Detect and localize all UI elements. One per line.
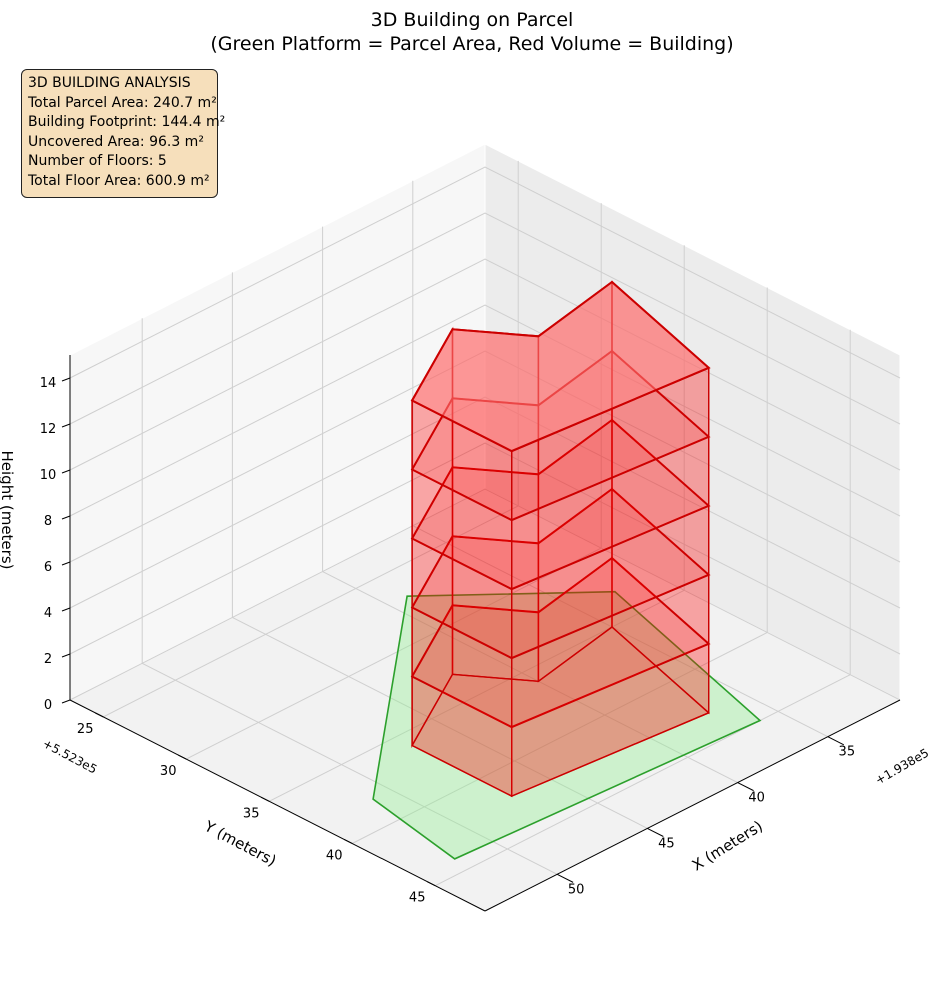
- x-tick: [647, 827, 664, 837]
- z-tick: [61, 423, 71, 428]
- y-tick: [343, 839, 353, 844]
- x-tick: [737, 782, 754, 792]
- y-tick: [177, 754, 187, 760]
- analysis-info-box: 3D BUILDING ANALYSIS Total Parcel Area: …: [21, 69, 226, 198]
- info-total-floor-area: Total Floor Area: 600.9 m²: [28, 172, 210, 189]
- building-roof: [410, 280, 711, 453]
- info-heading: 3D BUILDING ANALYSIS: [28, 75, 191, 91]
- info-number-of-floors: Number of Floors: 5: [28, 153, 167, 170]
- x-tick-label: 45: [658, 836, 675, 851]
- x-tick: [827, 736, 845, 746]
- x-tick-label: 50: [568, 882, 585, 897]
- z-tick: [61, 561, 71, 566]
- x-offset-label: +1.938e5: [873, 746, 931, 788]
- y-tick-label: 30: [160, 764, 177, 779]
- z-tick: [61, 377, 71, 382]
- y-tick-label: 45: [409, 891, 426, 906]
- z-tick-label: 10: [40, 468, 57, 483]
- z-grid-line: [69, 442, 901, 655]
- y-tick-label: 35: [243, 806, 260, 821]
- y-tick-label: 40: [326, 848, 343, 863]
- y-tick-label: 25: [77, 722, 94, 737]
- info-uncovered-area: Uncovered Area: 96.3 m²: [28, 133, 204, 150]
- z-grid-line: [69, 258, 901, 471]
- x-tick-label: 40: [748, 791, 765, 806]
- tick-labels: 35 40 45 50 25 30 35 40 45 0 2 4 6 8 10 12 14: [40, 376, 855, 906]
- chart-subtitle: (Green Platform = Parcel Area, Red Volum…: [210, 33, 733, 55]
- x-axis-line: [484, 699, 901, 912]
- x-tick: [556, 873, 574, 883]
- parcel-platform: [372, 590, 762, 860]
- z-tick-label: 6: [44, 560, 52, 575]
- z-tick: [61, 699, 71, 704]
- y-offset-label: +5.523e5: [40, 736, 99, 776]
- z-tick: [61, 469, 71, 474]
- y-tick: [94, 712, 104, 718]
- y-axis-label: Y (meters): [201, 817, 280, 870]
- building-base: [411, 626, 710, 797]
- info-total-parcel-area: Total Parcel Area: 240.7 m²: [28, 94, 217, 111]
- z-tick-label: 2: [44, 652, 52, 667]
- grid-lines: [69, 160, 901, 887]
- z-grid-line: [69, 488, 901, 701]
- chart-title: 3D Building on Parcel: [371, 9, 574, 31]
- z-grid-line: [69, 304, 901, 517]
- x-tick-label: 35: [839, 745, 856, 760]
- plot-scene: [372, 280, 762, 860]
- x-axis-label: X (meters): [689, 817, 766, 874]
- y-axis-line: [69, 699, 486, 912]
- z-tick-label: 14: [40, 376, 57, 391]
- z-grid-line: [69, 212, 901, 425]
- z-tick-label: 12: [40, 422, 57, 437]
- z-tick-label: 8: [44, 514, 52, 529]
- z-tick: [61, 653, 71, 658]
- z-grid-line: [69, 166, 901, 379]
- info-building-footprint: Building Footprint: 144.4 m²: [28, 114, 226, 131]
- z-tick: [61, 515, 71, 520]
- z-tick-label: 0: [44, 698, 52, 713]
- z-tick: [61, 607, 71, 612]
- y-tick: [426, 881, 436, 887]
- z-tick-label: 4: [44, 606, 52, 621]
- z-axis-label: Height (meters): [0, 451, 16, 570]
- axis-lines: [61, 355, 901, 912]
- y-tick: [260, 796, 270, 802]
